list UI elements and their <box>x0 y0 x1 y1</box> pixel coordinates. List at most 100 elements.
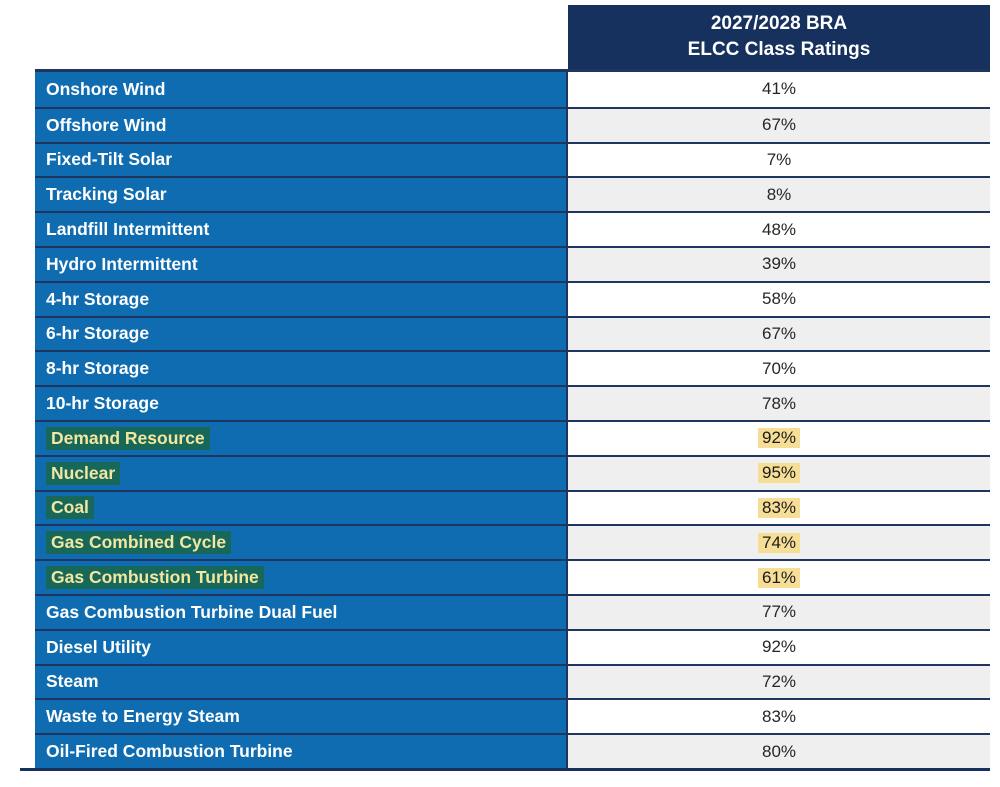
resource-class-label: Coal <box>46 496 94 520</box>
resource-class-label: Gas Combined Cycle <box>46 531 232 555</box>
header-title-line2: ELCC Class Ratings <box>687 39 871 60</box>
resource-class-cell: 8-hr Storage <box>35 352 566 386</box>
resource-class-cell: Fixed-Tilt Solar <box>35 143 566 177</box>
table-row: 4-hr Storage 58% <box>35 280 990 316</box>
rating-value: 7% <box>766 149 792 169</box>
rating-value: 74% <box>757 532 801 553</box>
rating-value: 83% <box>757 497 801 518</box>
rating-value-cell: 72% <box>566 665 990 699</box>
rating-value: 72% <box>761 671 797 691</box>
rating-value-cell: 92% <box>566 421 990 455</box>
resource-class-label: Fixed-Tilt Solar <box>46 149 173 170</box>
resource-class-label: Gas Combustion Turbine Dual Fuel <box>46 601 338 622</box>
resource-class-label: Landfill Intermittent <box>46 219 210 240</box>
rating-value: 67% <box>761 115 797 135</box>
rating-value-cell: 78% <box>566 387 990 420</box>
rating-value: 58% <box>761 289 797 309</box>
table-row: Diesel Utility 92% <box>35 628 990 664</box>
rating-value: 83% <box>761 706 797 726</box>
table-row: Oil-Fired Combustion Turbine 80% <box>35 733 990 768</box>
resource-class-cell: Landfill Intermittent <box>35 213 566 246</box>
rating-value: 92% <box>757 428 801 449</box>
table-bottom-rule <box>20 768 990 771</box>
resource-class-cell: Nuclear <box>35 456 566 490</box>
resource-class-label: Offshore Wind <box>46 114 167 135</box>
rating-value: 8% <box>766 184 792 204</box>
resource-class-cell: Gas Combustion Turbine <box>35 561 566 594</box>
rating-value: 78% <box>761 393 797 413</box>
table-row: Gas Combustion Turbine 61% <box>35 559 990 594</box>
header-title-line1: 2027/2028 BRA <box>710 13 848 35</box>
resource-class-cell: Gas Combustion Turbine Dual Fuel <box>35 595 566 629</box>
resource-class-label: 4-hr Storage <box>46 288 150 309</box>
rating-value: 95% <box>757 463 801 484</box>
table-row: Fixed-Tilt Solar 7% <box>35 141 990 177</box>
resource-class-cell: Gas Combined Cycle <box>35 526 566 560</box>
table-row: 8-hr Storage 70% <box>35 350 990 386</box>
rating-value: 41% <box>761 79 797 99</box>
rating-value-cell: 8% <box>566 178 990 212</box>
rating-value-cell: 39% <box>566 247 990 281</box>
resource-class-label: Onshore Wind <box>46 78 166 99</box>
rating-value-cell: 67% <box>566 108 990 142</box>
resource-class-label: 8-hr Storage <box>46 358 150 379</box>
rating-value: 80% <box>761 741 797 761</box>
table-row: Tracking Solar 8% <box>35 176 990 212</box>
resource-class-cell: Tracking Solar <box>35 178 566 212</box>
resource-class-label: Nuclear <box>46 461 121 485</box>
resource-class-cell: Onshore Wind <box>35 72 566 107</box>
rating-value-cell: 92% <box>566 630 990 664</box>
resource-class-label: Diesel Utility <box>46 636 152 657</box>
rating-value: 70% <box>761 358 797 378</box>
elcc-ratings-table: Onshore Wind 41% Offshore Wind 67% Fixed… <box>35 69 990 768</box>
rating-value-cell: 74% <box>566 526 990 560</box>
rating-value-cell: 58% <box>566 282 990 316</box>
rating-value-cell: 80% <box>566 735 990 768</box>
table-row: Nuclear 95% <box>35 454 990 490</box>
table-row: Offshore Wind 67% <box>35 106 990 142</box>
resource-class-cell: Offshore Wind <box>35 108 566 142</box>
resource-class-cell: 4-hr Storage <box>35 282 566 316</box>
resource-class-cell: Oil-Fired Combustion Turbine <box>35 735 566 768</box>
resource-class-label: 10-hr Storage <box>46 393 159 414</box>
rating-value-cell: 41% <box>566 72 990 107</box>
table-row: Waste to Energy Steam 83% <box>35 698 990 734</box>
rating-value-cell: 48% <box>566 213 990 246</box>
resource-class-label: Waste to Energy Steam <box>46 706 240 727</box>
rating-value: 92% <box>761 637 797 657</box>
table-row: Coal 83% <box>35 489 990 525</box>
resource-class-cell: Diesel Utility <box>35 630 566 664</box>
table-row: Onshore Wind 41% <box>35 72 990 107</box>
table-row: Demand Resource 92% <box>35 419 990 455</box>
resource-class-cell: Hydro Intermittent <box>35 247 566 281</box>
rating-value: 48% <box>761 219 797 239</box>
resource-class-label: Demand Resource <box>46 426 210 450</box>
rating-value-cell: 77% <box>566 595 990 629</box>
table-header: 2027/2028 BRA ELCC Class Ratings <box>568 5 990 69</box>
table-row: Steam 72% <box>35 663 990 699</box>
rating-value-cell: 7% <box>566 143 990 177</box>
table-row: 10-hr Storage 78% <box>35 385 990 420</box>
table-row: Landfill Intermittent 48% <box>35 211 990 246</box>
resource-class-cell: Waste to Energy Steam <box>35 700 566 734</box>
resource-class-cell: Demand Resource <box>35 421 566 455</box>
rating-value-cell: 61% <box>566 561 990 594</box>
table-row: Hydro Intermittent 39% <box>35 245 990 281</box>
rating-value-cell: 83% <box>566 491 990 525</box>
rating-value: 77% <box>761 602 797 622</box>
resource-class-cell: Steam <box>35 665 566 699</box>
resource-class-cell: 6-hr Storage <box>35 317 566 351</box>
resource-class-cell: Coal <box>35 491 566 525</box>
resource-class-label: Gas Combustion Turbine <box>46 566 264 590</box>
resource-class-label: 6-hr Storage <box>46 323 150 344</box>
rating-value-cell: 67% <box>566 317 990 351</box>
rating-value-cell: 70% <box>566 352 990 386</box>
rating-value: 39% <box>761 254 797 274</box>
rating-value-cell: 83% <box>566 700 990 734</box>
rating-value: 67% <box>761 323 797 343</box>
resource-class-label: Tracking Solar <box>46 184 167 205</box>
table-row: 6-hr Storage 67% <box>35 315 990 351</box>
rating-value: 61% <box>757 567 801 588</box>
table-row: Gas Combustion Turbine Dual Fuel 77% <box>35 593 990 629</box>
rating-value-cell: 95% <box>566 456 990 490</box>
